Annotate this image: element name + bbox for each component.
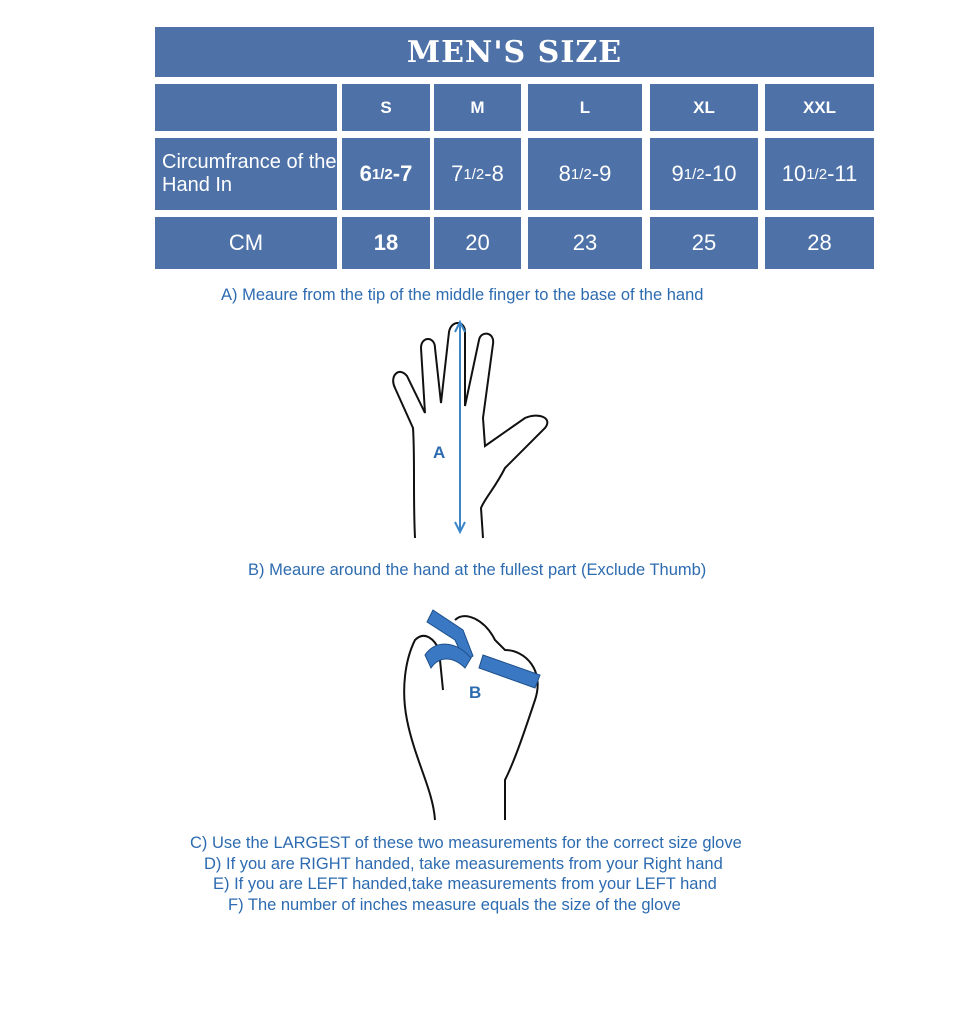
size-header: S: [342, 84, 430, 131]
label-b: B: [469, 683, 481, 702]
instruction-c: C) Use the LARGEST of these two measurem…: [190, 834, 742, 852]
size-header: L: [528, 84, 642, 131]
value-part: -7: [392, 161, 413, 186]
size-header: XXL: [765, 84, 874, 131]
value-part: -10: [704, 161, 737, 186]
cm-value: 20: [434, 217, 521, 269]
inches-value: 7 1/2 -8: [434, 138, 521, 210]
size-header: XL: [650, 84, 758, 131]
inches-value: 6 1/2 -7: [342, 138, 430, 210]
value-part: 10: [781, 161, 807, 186]
row-label-inches: Circumfrance of the Hand In: [155, 138, 337, 210]
value-part: -11: [827, 161, 858, 186]
value-part: 9: [671, 161, 684, 186]
value-part: 6: [359, 161, 372, 186]
table-title: MEN'S SIZE: [155, 27, 874, 77]
value-part: 1/2: [806, 165, 828, 183]
value-part: 8: [558, 161, 571, 186]
inches-value: 8 1/2 -9: [528, 138, 642, 210]
value-part: 1/2: [683, 165, 705, 183]
value-part: 1/2: [371, 165, 393, 183]
cm-value: 18: [342, 217, 430, 269]
header-empty-cell: [155, 84, 337, 131]
instruction-d: D) If you are RIGHT handed, take measure…: [204, 855, 723, 873]
size-header: M: [434, 84, 521, 131]
value-part: 1/2: [570, 165, 592, 183]
instruction-b: B) Meaure around the hand at the fullest…: [248, 561, 707, 579]
cm-value: 28: [765, 217, 874, 269]
hand-length-illustration: A: [392, 319, 549, 539]
instruction-a: A) Meaure from the tip of the middle fin…: [221, 286, 704, 304]
cm-value: 25: [650, 217, 758, 269]
label-a: A: [433, 443, 445, 462]
instruction-e: E) If you are LEFT handed,take measureme…: [213, 875, 717, 893]
value-part: -8: [484, 161, 504, 186]
hand-circumference-illustration: B: [403, 609, 541, 821]
inches-value: 10 1/2 -11: [765, 138, 874, 210]
row-label-cm: CM: [155, 217, 337, 269]
instruction-f: F) The number of inches measure equals t…: [228, 896, 681, 914]
cm-value: 23: [528, 217, 642, 269]
value-part: 7: [451, 161, 464, 186]
inches-value: 9 1/2 -10: [650, 138, 758, 210]
value-part: 1/2: [463, 165, 485, 183]
value-part: -9: [591, 161, 612, 186]
